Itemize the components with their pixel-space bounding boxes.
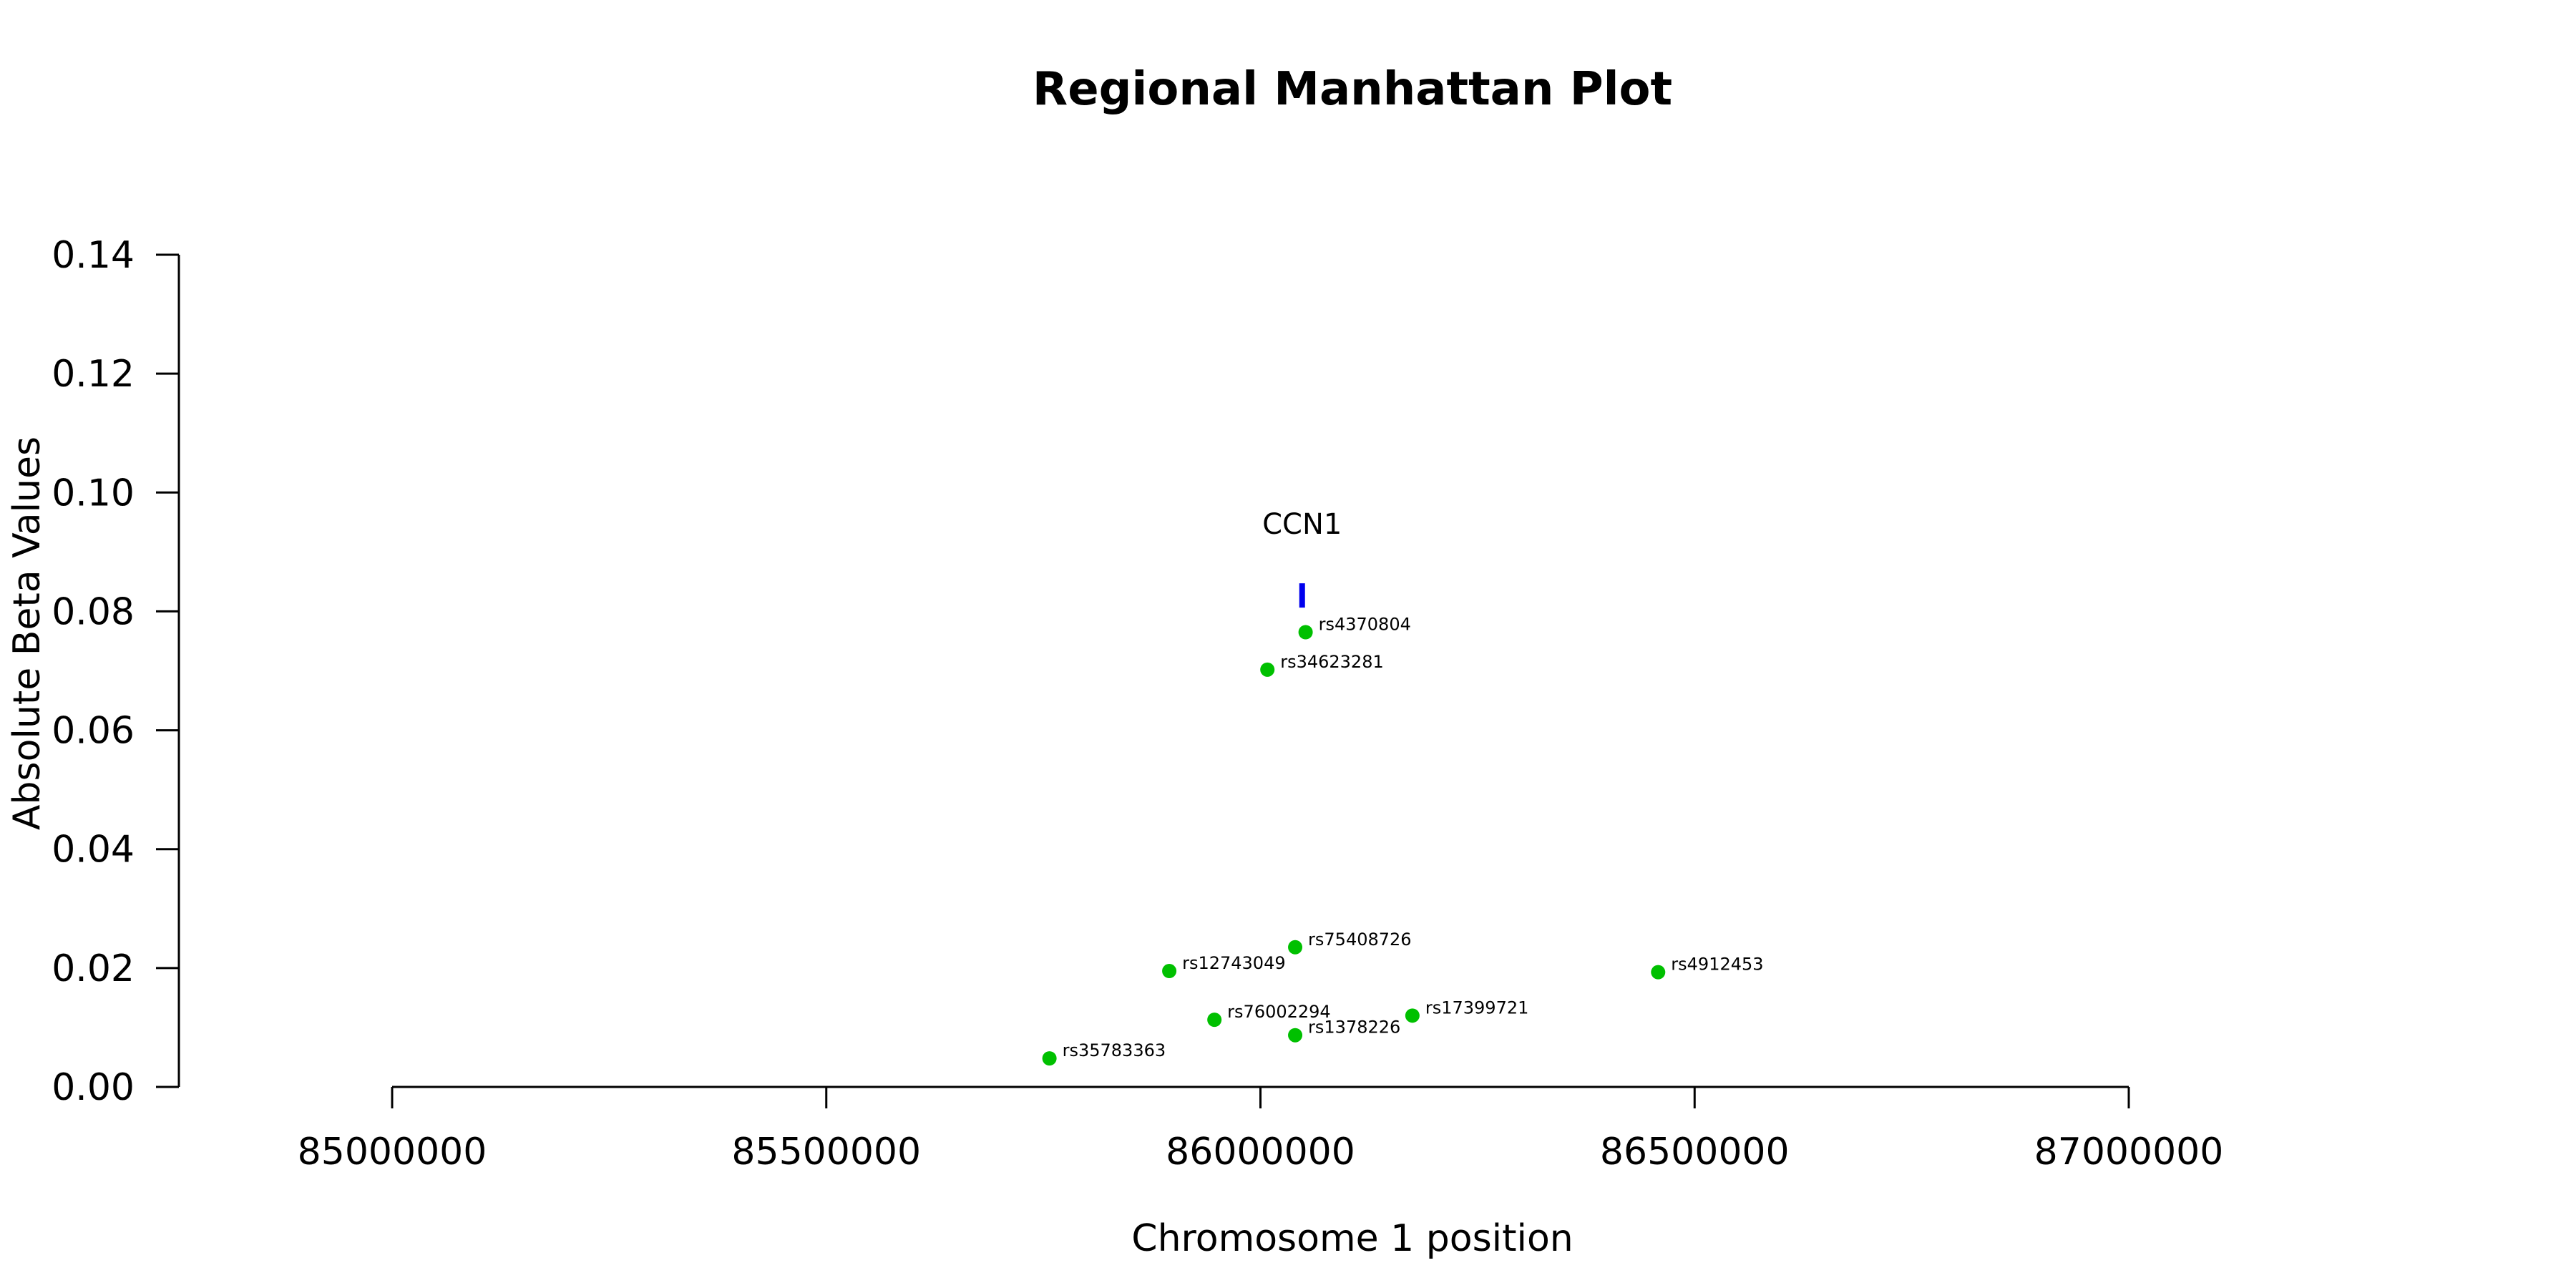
gene-bar-ccn1	[1299, 583, 1305, 608]
y-tick-label: 0.14	[52, 234, 135, 277]
x-tick-label: 86500000	[1600, 1131, 1790, 1174]
snp-label: rs76002294	[1227, 1002, 1331, 1022]
snp-label: rs12743049	[1182, 953, 1286, 973]
x-tick-label: 85500000	[731, 1131, 921, 1174]
snp-label: rs4370804	[1319, 615, 1411, 635]
x-tick-label: 85000000	[298, 1131, 487, 1174]
snp-label: rs35783363	[1063, 1040, 1166, 1060]
y-tick-label: 0.08	[52, 590, 135, 633]
y-tick-label: 0.02	[52, 947, 135, 990]
y-tick-label: 0.10	[52, 472, 135, 514]
y-axis-label: Absolute Beta Values	[6, 436, 49, 830]
x-axis-ticks: 85000000 85500000 86000000 86500000 87000000	[298, 1087, 2224, 1174]
snp-point	[1288, 1028, 1303, 1043]
snp-point	[1162, 964, 1177, 979]
snp-point	[1298, 625, 1313, 640]
snp-label: rs34623281	[1280, 652, 1384, 672]
snp-point	[1288, 940, 1303, 955]
snp-point	[1042, 1051, 1057, 1066]
y-tick-label: 0.12	[52, 353, 135, 396]
chart-title: Regional Manhattan Plot	[1033, 63, 1672, 116]
snp-points: rs4370804 rs34623281 rs75408726 rs12743049 r…	[1042, 615, 1764, 1066]
y-axis-ticks: 0.00 0.02 0.04 0.06 0.08 0.10 0.12 0.14	[52, 234, 179, 1109]
gene-label: CCN1	[1262, 508, 1342, 541]
y-tick-label: 0.06	[52, 710, 135, 753]
gene-track: CCN1	[1262, 508, 1342, 608]
x-tick-label: 86000000	[1166, 1131, 1355, 1174]
y-tick-label: 0.04	[52, 829, 135, 872]
snp-point	[1651, 965, 1666, 980]
snp-label: rs17399721	[1425, 997, 1529, 1018]
x-axis-label: Chromosome 1 position	[1131, 1217, 1573, 1260]
snp-point	[1260, 662, 1275, 677]
y-tick-label: 0.00	[52, 1066, 135, 1109]
snp-label: rs75408726	[1308, 930, 1412, 950]
x-tick-label: 87000000	[2034, 1131, 2224, 1174]
snp-point	[1207, 1013, 1222, 1028]
snp-point	[1405, 1008, 1420, 1023]
snp-label: rs1378226	[1308, 1018, 1400, 1038]
snp-label: rs4912453	[1671, 955, 1763, 975]
